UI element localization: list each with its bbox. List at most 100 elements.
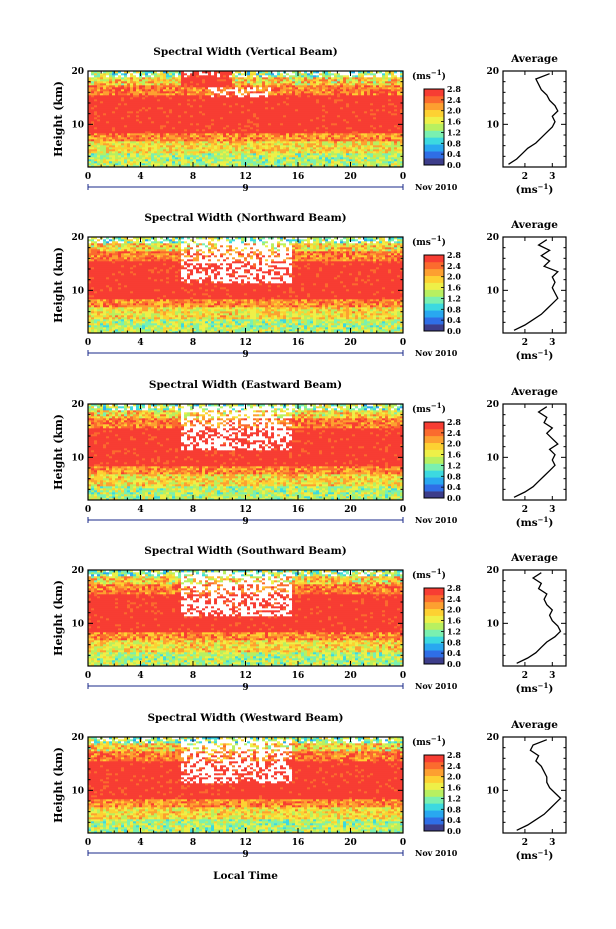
heat-cell xyxy=(355,147,358,149)
heat-cell xyxy=(292,155,295,157)
heat-cell xyxy=(157,143,160,145)
heat-cell xyxy=(313,149,316,151)
heat-cell xyxy=(328,151,331,153)
heat-cell xyxy=(211,149,214,151)
heat-cell xyxy=(307,139,310,141)
heat-cell xyxy=(196,145,199,147)
heat-cell xyxy=(178,153,181,155)
heat-cell xyxy=(214,141,217,143)
heat-cell xyxy=(232,143,235,145)
spectral-width-figure: Spectral Width (Vertical Beam)0 4 8 12 16 20 0… xyxy=(0,0,616,929)
heat-cell xyxy=(334,157,337,159)
heat-cell xyxy=(91,149,94,151)
heat-cell xyxy=(316,143,319,145)
heat-cell xyxy=(379,153,382,155)
heat-cell xyxy=(118,141,121,143)
heat-cell xyxy=(301,139,304,141)
heat-cell xyxy=(349,149,352,151)
heat-cell xyxy=(337,151,340,153)
heat-cell xyxy=(169,153,172,155)
heat-cell xyxy=(127,159,130,161)
heat-cell xyxy=(109,141,112,143)
heat-cell xyxy=(379,161,382,163)
heat-cell xyxy=(394,155,397,157)
heat-cell xyxy=(100,147,103,149)
heat-cell xyxy=(271,141,274,143)
heat-cell xyxy=(142,143,145,145)
heat-cell xyxy=(214,161,217,163)
heat-cell xyxy=(112,159,115,161)
heat-cell xyxy=(94,157,97,159)
heat-cell xyxy=(295,155,298,157)
heat-cell xyxy=(361,139,364,141)
heat-cell xyxy=(373,151,376,153)
heat-cell xyxy=(391,161,394,163)
heat-cell xyxy=(217,157,220,159)
heat-cell xyxy=(91,145,94,147)
heat-cell xyxy=(94,139,97,141)
heat-cell xyxy=(169,145,172,147)
heat-cell xyxy=(109,163,112,165)
heat-cell xyxy=(349,139,352,141)
heat-cell xyxy=(376,149,379,151)
heat-cell xyxy=(139,149,142,151)
heat-cell xyxy=(289,143,292,145)
heat-cell xyxy=(169,149,172,151)
heat-cell xyxy=(220,141,223,143)
heat-cell xyxy=(91,153,94,155)
heat-cell xyxy=(175,141,178,143)
heat-cell xyxy=(391,149,394,151)
heat-cell xyxy=(217,137,220,139)
heat-cell xyxy=(169,157,172,159)
heat-cell xyxy=(166,149,169,151)
heat-cell xyxy=(211,141,214,143)
heat-cell xyxy=(190,141,193,143)
heat-cell xyxy=(112,139,115,141)
heat-cell xyxy=(142,145,145,147)
heat-cell xyxy=(157,157,160,159)
heat-cell xyxy=(145,149,148,151)
heat-cell xyxy=(319,137,322,139)
heat-cell xyxy=(370,139,373,141)
heat-cell xyxy=(100,149,103,151)
heat-cell xyxy=(301,157,304,159)
heat-cell xyxy=(223,153,226,155)
heat-cell xyxy=(217,161,220,163)
heat-cell xyxy=(175,163,178,165)
heat-cell xyxy=(367,157,370,159)
heat-cell xyxy=(103,145,106,147)
heat-cell xyxy=(118,157,121,159)
heat-cell xyxy=(163,147,166,149)
heat-cell xyxy=(157,151,160,153)
heat-cell xyxy=(157,139,160,141)
heat-cell xyxy=(208,139,211,141)
heat-cell xyxy=(109,135,112,137)
heat-cell xyxy=(364,159,367,161)
heat-cell xyxy=(142,151,145,153)
heat-cell xyxy=(286,149,289,151)
heat-cell xyxy=(106,161,109,163)
heat-cell xyxy=(127,155,130,157)
heat-cell xyxy=(151,157,154,159)
heat-cell xyxy=(163,139,166,141)
heat-cell xyxy=(169,159,172,161)
heat-cell xyxy=(178,161,181,163)
heat-cell xyxy=(274,147,277,149)
heat-cell xyxy=(217,139,220,141)
heat-cell xyxy=(325,139,328,141)
heat-cell xyxy=(163,145,166,147)
heat-cell xyxy=(250,139,253,141)
heat-cell xyxy=(385,151,388,153)
heat-cell xyxy=(385,141,388,143)
heat-cell xyxy=(247,161,250,163)
heat-cell xyxy=(208,143,211,145)
heat-cell xyxy=(178,155,181,157)
heat-cell xyxy=(334,151,337,153)
heat-cell xyxy=(181,161,184,163)
heat-cell xyxy=(265,149,268,151)
heat-cell xyxy=(238,157,241,159)
heat-cell xyxy=(307,155,310,157)
heat-cell xyxy=(352,137,355,139)
heat-cell xyxy=(232,139,235,141)
heat-cell xyxy=(109,143,112,145)
